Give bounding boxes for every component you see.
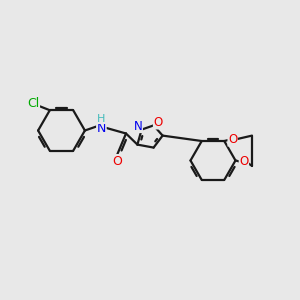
Text: H: H bbox=[97, 113, 106, 124]
Text: Cl: Cl bbox=[27, 97, 39, 110]
Text: O: O bbox=[228, 133, 237, 146]
Text: N: N bbox=[134, 119, 142, 133]
Text: O: O bbox=[112, 154, 122, 168]
Text: N: N bbox=[97, 122, 106, 136]
Text: O: O bbox=[239, 155, 248, 169]
Text: O: O bbox=[154, 116, 163, 129]
